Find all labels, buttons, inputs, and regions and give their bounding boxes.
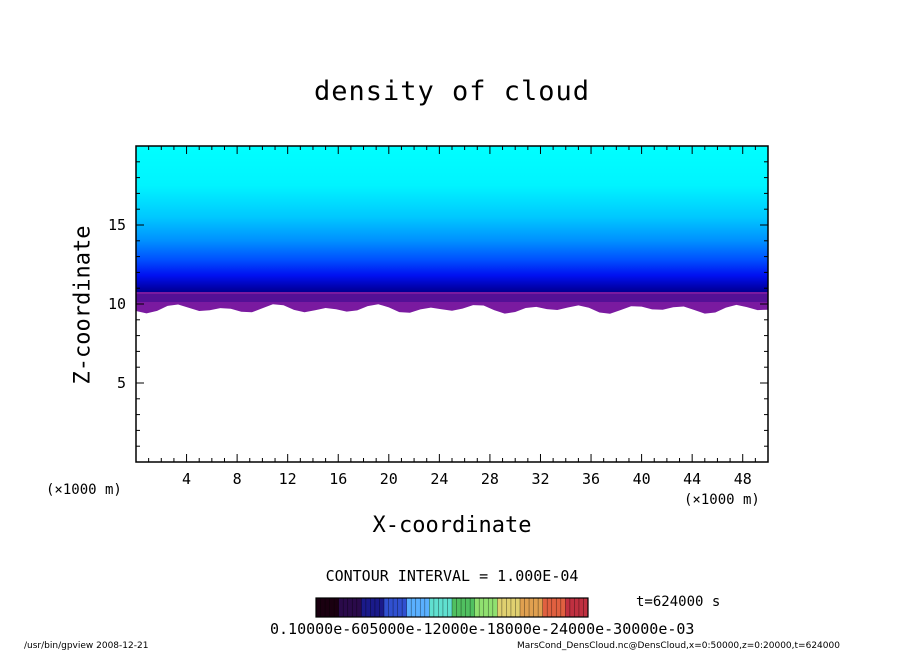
footer-command: /usr/bin/gpview 2008-12-21: [24, 641, 149, 651]
x-tick-label: 8: [233, 470, 242, 488]
chart-title: density of cloud: [313, 76, 591, 107]
y-tick-label: 5: [117, 374, 126, 392]
colorbar-segment: [316, 598, 340, 617]
time-label: t=624000 s: [636, 594, 721, 610]
x-tick-label: 48: [734, 470, 752, 488]
colorbar-labels: 0.10000e-605000e-12000e-18000e-24000e-30…: [270, 620, 695, 638]
cloud-base-shade: [136, 294, 768, 302]
y-axis-label: Z-coordinate: [70, 225, 96, 385]
x-axis-label: X-coordinate: [372, 513, 532, 538]
cloud-layer: [136, 146, 768, 304]
colorbar-segment: [338, 598, 362, 617]
colorbar-segment: [474, 598, 498, 617]
colorbar-segment: [384, 598, 408, 617]
colorbar-frame: [315, 597, 589, 618]
x-tick-label: 20: [380, 470, 398, 488]
colorbar: [315, 597, 589, 618]
cloud-density-field: [136, 146, 768, 314]
colorbar-segment: [429, 598, 453, 617]
contour-interval-text: CONTOUR INTERVAL = 1.000E-04: [325, 567, 579, 585]
colorbar-segment: [542, 598, 566, 617]
footer-source: MarsCond_DensCloud.nc@DensCloud,x=0:5000…: [517, 641, 840, 651]
colorbar-segment: [406, 598, 430, 617]
x-tick-label: 28: [481, 470, 499, 488]
x-tick-label: 12: [279, 470, 297, 488]
colorbar-segment: [452, 598, 476, 617]
x-tick-label: 40: [633, 470, 651, 488]
x-unit-label-right: (×1000 m): [684, 492, 760, 508]
x-tick-label: 16: [329, 470, 347, 488]
x-tick-label: 32: [531, 470, 549, 488]
x-tick-label: 24: [430, 470, 448, 488]
x-tick-label: 36: [582, 470, 600, 488]
y-tick-label: 15: [108, 216, 126, 234]
colorbar-segment: [520, 598, 544, 617]
y-tick-label: 10: [108, 295, 126, 313]
x-unit-label-left: (×1000 m): [46, 482, 122, 498]
colorbar-segment: [497, 598, 521, 617]
colorbar-segment: [565, 598, 589, 617]
x-tick-label: 44: [683, 470, 701, 488]
colorbar-segment: [361, 598, 385, 617]
x-tick-label: 4: [182, 470, 191, 488]
